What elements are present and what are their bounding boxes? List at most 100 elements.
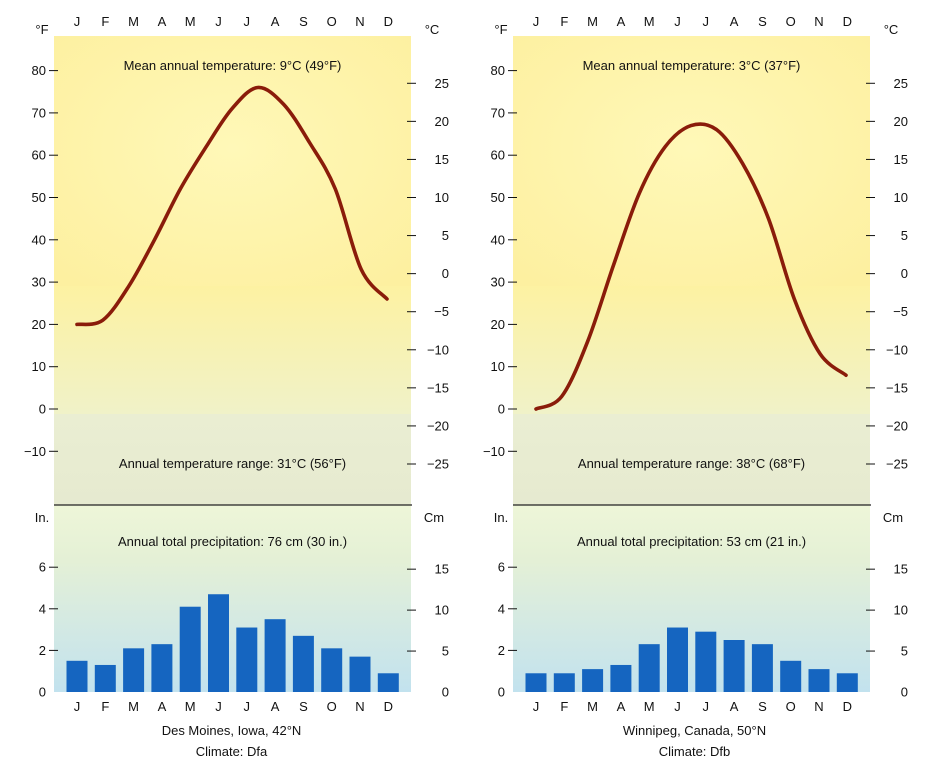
month-label-top: J [215, 14, 222, 29]
c-tick-label: 20 [894, 114, 908, 129]
c-tick-label: −10 [427, 342, 449, 357]
precip-bar [582, 669, 604, 692]
precip-bar [321, 648, 343, 692]
month-label-bottom: J [703, 699, 710, 714]
f-tick-label: 60 [491, 148, 505, 163]
f-tick-label: 50 [491, 190, 505, 205]
month-label-top: A [617, 14, 626, 29]
c-tick-label: −10 [886, 342, 908, 357]
in-tick-label: 0 [39, 685, 46, 700]
precip-bar [610, 664, 632, 692]
month-label-bottom: M [644, 699, 655, 714]
cm-tick-label: 15 [435, 562, 449, 577]
c-tick-label: −20 [427, 418, 449, 433]
month-label-top: J [74, 14, 81, 29]
month-label-bottom: M [128, 699, 139, 714]
in-tick-label: 2 [498, 643, 505, 658]
location-label: Winnipeg, Canada, 50°N [622, 723, 767, 738]
month-label-top: M [185, 14, 196, 29]
month-label-bottom: J [674, 699, 681, 714]
precip-bar [94, 664, 116, 692]
f-tick-label: 0 [498, 402, 505, 417]
c-tick-label: −5 [434, 304, 449, 319]
precip-bar [638, 644, 660, 692]
transition-zone-bg [54, 286, 411, 414]
precip-bar [808, 669, 830, 692]
month-label-top: M [587, 14, 598, 29]
celsius-unit-label: °C [425, 22, 440, 37]
c-tick-label: −20 [886, 418, 908, 433]
month-label-top: J [703, 14, 710, 29]
f-tick-label: 30 [491, 275, 505, 290]
f-tick-label: 40 [491, 232, 505, 247]
month-label-bottom: J [74, 699, 81, 714]
mean-temperature-annotation: Mean annual temperature: 3°C (37°F) [583, 58, 801, 73]
temperature-line [75, 85, 389, 327]
month-label-bottom: O [786, 699, 796, 714]
caption-winnipeg: Winnipeg, Canada, 50°N Climate: Dfb [463, 720, 926, 762]
c-tick-label: −25 [427, 456, 449, 471]
month-label-bottom: D [384, 699, 393, 714]
month-label-bottom: J [533, 699, 540, 714]
precip-zone-bg [513, 505, 870, 692]
precip-bar [695, 631, 717, 692]
c-tick-label: 10 [894, 190, 908, 205]
precip-bar [349, 656, 371, 692]
f-tick-label: 0 [39, 402, 46, 417]
cm-tick-label: 0 [442, 685, 449, 700]
precip-bar [836, 673, 858, 692]
climate-label: Climate: Dfb [658, 744, 731, 759]
f-tick-label: 60 [32, 148, 46, 163]
fahrenheit-unit-label: °F [494, 22, 507, 37]
total-precipitation-annotation: Annual total precipitation: 53 cm (21 in… [577, 534, 806, 549]
month-label-bottom: A [158, 699, 167, 714]
precip-bar [780, 660, 802, 692]
c-tick-label: 0 [901, 266, 908, 281]
inches-unit-label: In. [35, 510, 49, 525]
cm-tick-label: 5 [442, 644, 449, 659]
f-tick-label: 30 [32, 275, 46, 290]
month-label-bottom: J [215, 699, 222, 714]
precip-bar [525, 673, 547, 692]
month-label-bottom: A [617, 699, 626, 714]
in-tick-label: 6 [39, 560, 46, 575]
cm-tick-label: 10 [894, 603, 908, 618]
month-label-bottom: M [185, 699, 196, 714]
month-label-top: J [674, 14, 681, 29]
in-tick-label: 4 [39, 601, 46, 616]
temperature-range-annotation: Annual temperature range: 31°C (56°F) [119, 456, 346, 471]
cm-tick-label: 0 [901, 685, 908, 700]
c-tick-label: 20 [435, 114, 449, 129]
month-label-top: A [158, 14, 167, 29]
month-label-top: A [271, 14, 280, 29]
fahrenheit-unit-label: °F [35, 22, 48, 37]
month-label-top: M [644, 14, 655, 29]
month-label-top: J [244, 14, 251, 29]
total-precipitation-annotation: Annual total precipitation: 76 cm (30 in… [118, 534, 347, 549]
precip-bar [292, 635, 314, 692]
month-label-bottom: M [587, 699, 598, 714]
location-label: Des Moines, Iowa, 42°N [161, 723, 302, 738]
month-label-bottom: O [327, 699, 337, 714]
in-tick-label: 2 [39, 643, 46, 658]
month-label-bottom: J [244, 699, 251, 714]
precip-bar [208, 594, 229, 692]
month-label-bottom: N [814, 699, 823, 714]
cold-zone-bg [513, 414, 870, 505]
c-tick-label: 25 [894, 76, 908, 91]
f-tick-label: 20 [491, 317, 505, 332]
month-label-bottom: A [730, 699, 739, 714]
f-tick-label: 80 [32, 63, 46, 78]
c-tick-label: −25 [886, 456, 908, 471]
f-tick-label: 80 [491, 63, 505, 78]
temperature-range-annotation: Annual temperature range: 38°C (68°F) [578, 456, 805, 471]
month-label-bottom: F [560, 699, 568, 714]
cm-tick-label: 10 [435, 603, 449, 618]
c-tick-label: 15 [894, 152, 908, 167]
month-label-bottom: S [758, 699, 767, 714]
month-label-top: N [355, 14, 364, 29]
c-tick-label: −5 [893, 304, 908, 319]
precip-bar [151, 644, 173, 692]
warm-zone-bg [54, 36, 411, 286]
cold-zone-bg [54, 414, 411, 505]
